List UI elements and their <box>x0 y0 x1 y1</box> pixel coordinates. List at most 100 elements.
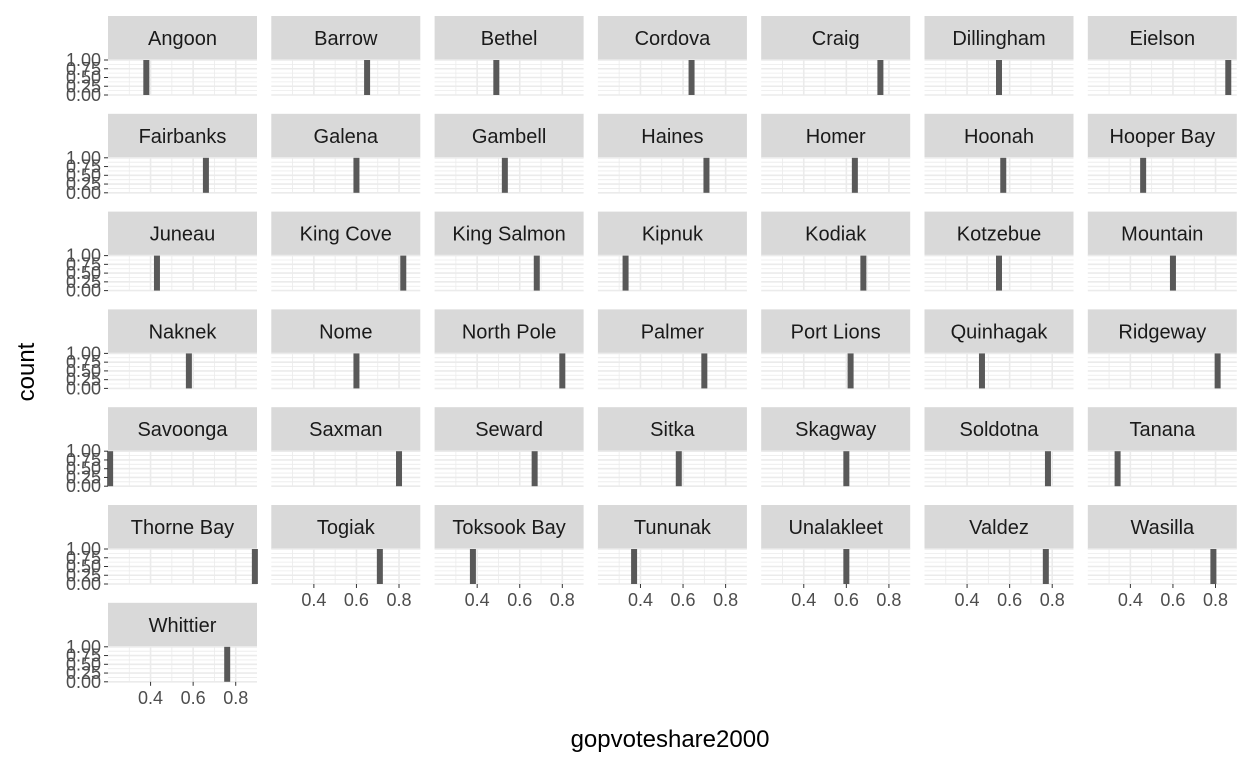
histogram-bar <box>353 353 360 389</box>
facet-panel: Saxman <box>271 407 421 488</box>
histogram-bar <box>688 60 695 95</box>
facet-strip <box>1087 309 1237 354</box>
facet-strip <box>924 16 1074 60</box>
y-tick-label: 0.00 <box>66 85 101 105</box>
y-tick-label: 0.75 <box>66 157 101 177</box>
facet-strip <box>597 505 747 549</box>
y-tick-label: 0.50 <box>66 165 101 185</box>
y-tick-label: 0.50 <box>66 557 101 577</box>
facet-label: Thorne Bay <box>131 517 234 539</box>
facet-strip <box>271 211 421 256</box>
x-axis-title: gopvoteshare2000 <box>571 726 770 753</box>
histogram-bar <box>400 255 407 291</box>
y-tick-label: 0.25 <box>66 370 101 390</box>
facet-label: Wasilla <box>1130 517 1195 539</box>
y-tick-label: 0.00 <box>66 672 101 692</box>
histogram-bar <box>843 549 850 584</box>
x-tick-label: 0.8 <box>1040 590 1065 610</box>
x-tick-label: 0.8 <box>713 590 738 610</box>
histogram-bar <box>703 157 710 193</box>
y-tick-label: 1.00 <box>66 50 101 70</box>
facet-strip <box>761 407 911 452</box>
y-axis-title: count <box>13 342 40 401</box>
histogram-bar <box>1044 451 1051 487</box>
histogram-bar <box>860 255 867 291</box>
facet-label: Kipnuk <box>642 224 704 246</box>
histogram-bar <box>1210 549 1217 584</box>
facet-label: Whittier <box>149 615 217 637</box>
facet-panel: Fairbanks 0.000.250.500.751.00 <box>66 113 257 203</box>
y-tick-label: 0.00 <box>66 378 101 398</box>
facet-panel: Homer <box>761 113 911 194</box>
facet-label: Dillingham <box>952 28 1045 50</box>
facet-label: Togiak <box>317 517 376 539</box>
y-tick-label: 0.25 <box>66 174 101 194</box>
facet-panel: Dillingham <box>924 16 1074 96</box>
histogram-bar <box>1169 255 1176 291</box>
y-tick-label: 0.00 <box>66 476 101 496</box>
facet-strip <box>434 309 584 354</box>
x-tick-label: 0.6 <box>1160 590 1185 610</box>
facet-strip <box>597 211 747 256</box>
facet-label: Homer <box>806 126 866 148</box>
histogram-bar <box>996 60 1002 95</box>
facet-strip <box>1087 113 1237 158</box>
facet-panel: Unalakleet 0.4 0.6 0.8 <box>761 505 911 610</box>
facet-label: Valdez <box>969 517 1029 539</box>
facet-strip <box>271 505 421 549</box>
facet-panel: Hoonah <box>924 113 1074 194</box>
facet-panel: Juneau 0.000.250.500.751.00 <box>66 211 257 301</box>
facet-panel: Haines <box>597 113 747 194</box>
facet-panel: Quinhagak <box>924 309 1074 390</box>
x-tick-label: 0.6 <box>344 590 369 610</box>
histogram-bar <box>353 157 360 193</box>
histogram-bar <box>531 451 538 487</box>
y-tick-label: 0.75 <box>66 254 101 274</box>
y-tick-label: 0.25 <box>66 467 101 487</box>
histogram-bar <box>1140 157 1147 193</box>
facet-panel: Skagway <box>761 407 911 488</box>
histogram-bar <box>143 60 150 95</box>
facet-strip <box>924 309 1074 354</box>
facet-panel: Eielson <box>1087 16 1237 96</box>
facet-strip <box>1087 505 1237 549</box>
x-tick-label: 0.4 <box>301 590 326 610</box>
facet-panel: Galena <box>271 113 421 194</box>
facet-label: Fairbanks <box>139 126 227 148</box>
histogram-bar <box>622 255 629 291</box>
y-tick-label: 1.00 <box>66 148 101 168</box>
facet-panel: Togiak 0.4 0.6 0.8 <box>271 505 421 610</box>
facet-panel: Sitka <box>597 407 747 488</box>
histogram-bar <box>996 255 1002 291</box>
facet-panel: Seward <box>434 407 584 488</box>
histogram-bar <box>364 60 371 95</box>
x-tick-label: 0.6 <box>997 590 1022 610</box>
histogram-bar <box>843 451 850 487</box>
facet-strip <box>924 407 1074 452</box>
facet-strip <box>434 211 584 256</box>
facet-panel: Soldotna <box>924 407 1074 488</box>
histogram-bar <box>851 157 858 193</box>
facet-strip <box>434 113 584 158</box>
facet-strip <box>1087 211 1237 256</box>
histogram-bar <box>376 549 383 584</box>
facet-strip <box>108 407 257 452</box>
facet-strip <box>761 16 911 60</box>
y-tick-label: 1.00 <box>66 343 101 363</box>
facet-label: Hoonah <box>964 126 1034 148</box>
histogram-bar <box>224 646 231 682</box>
facet-panel: Nome <box>271 309 421 390</box>
x-tick-label: 0.8 <box>386 590 411 610</box>
x-tick-label: 0.8 <box>223 688 248 708</box>
facet-label: Eielson <box>1129 28 1195 50</box>
histogram-bar <box>877 60 884 95</box>
facet-label: Barrow <box>314 28 378 50</box>
histogram-bar <box>978 353 985 389</box>
facet-label: Haines <box>641 126 703 148</box>
y-tick-label: 1.00 <box>66 246 101 266</box>
x-tick-label: 0.6 <box>671 590 696 610</box>
facet-strip <box>434 505 584 549</box>
y-tick-label: 0.75 <box>66 450 101 470</box>
x-tick-label: 0.4 <box>628 590 653 610</box>
